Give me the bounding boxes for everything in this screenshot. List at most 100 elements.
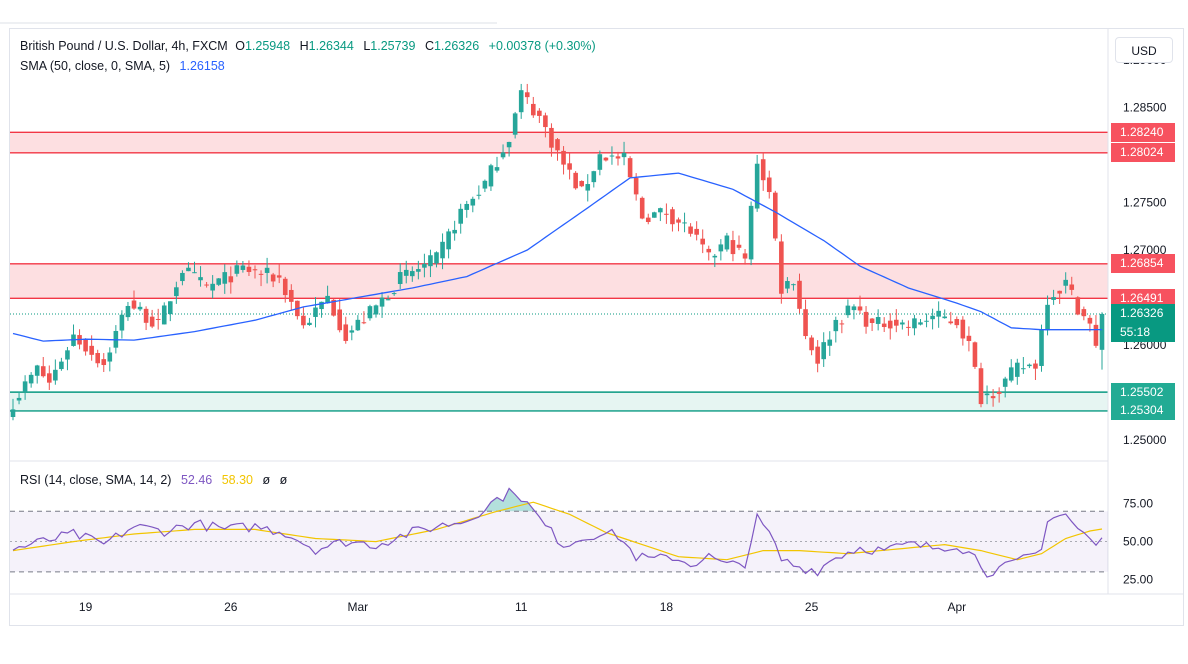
candle-body[interactable] <box>990 396 996 399</box>
candle-body[interactable] <box>1063 279 1068 286</box>
candle-body[interactable] <box>869 318 875 323</box>
candle-body[interactable] <box>894 319 899 326</box>
candle-body[interactable] <box>47 373 52 383</box>
candle-body[interactable] <box>942 316 947 319</box>
candle-body[interactable] <box>718 244 724 252</box>
candle-body[interactable] <box>518 90 524 113</box>
candle-body[interactable] <box>567 163 572 170</box>
candle-body[interactable] <box>615 156 621 159</box>
candle-body[interactable] <box>930 315 935 320</box>
candle-body[interactable] <box>633 178 639 195</box>
candle-body[interactable] <box>1099 313 1105 350</box>
sma-legend[interactable]: SMA (50, close, 0, SMA, 5) 1.26158 <box>20 59 227 73</box>
candle-body[interactable] <box>319 301 324 310</box>
candle-body[interactable] <box>355 319 361 331</box>
candle-body[interactable] <box>863 311 869 327</box>
candle-body[interactable] <box>561 150 566 165</box>
candle-body[interactable] <box>192 272 197 274</box>
candle-body[interactable] <box>706 248 712 253</box>
candle-body[interactable] <box>34 365 40 376</box>
candle-body[interactable] <box>960 319 966 339</box>
candle-body[interactable] <box>924 320 929 322</box>
candle-body[interactable] <box>161 305 167 325</box>
candle-body[interactable] <box>228 276 234 283</box>
candle-body[interactable] <box>736 244 742 248</box>
candle-body[interactable] <box>1093 324 1099 346</box>
candle-body[interactable] <box>827 339 833 346</box>
candle-body[interactable] <box>984 393 990 396</box>
candle-body[interactable] <box>65 350 70 360</box>
candle-body[interactable] <box>887 320 893 329</box>
candle-body[interactable] <box>742 253 748 259</box>
candle-body[interactable] <box>307 322 312 325</box>
candle-body[interactable] <box>512 113 518 135</box>
candle-body[interactable] <box>482 180 488 189</box>
candle-body[interactable] <box>1033 363 1038 369</box>
candle-body[interactable] <box>754 163 760 209</box>
candle-body[interactable] <box>658 208 663 213</box>
candle-body[interactable] <box>168 301 173 315</box>
candle-body[interactable] <box>252 269 258 271</box>
candle-body[interactable] <box>785 281 790 289</box>
candle-body[interactable] <box>488 165 494 187</box>
candle-body[interactable] <box>845 305 851 316</box>
candle-body[interactable] <box>16 397 22 401</box>
candle-body[interactable] <box>815 346 820 364</box>
candle-body[interactable] <box>83 338 88 352</box>
candle-body[interactable] <box>373 305 379 315</box>
candle-body[interactable] <box>270 274 276 282</box>
candle-body[interactable] <box>996 391 1002 394</box>
candle-body[interactable] <box>918 322 923 325</box>
candle-body[interactable] <box>791 284 796 286</box>
candle-body[interactable] <box>524 92 530 98</box>
candle-body[interactable] <box>428 255 433 267</box>
candle-body[interactable] <box>174 287 179 297</box>
candle-body[interactable] <box>621 152 627 158</box>
candle-body[interactable] <box>748 205 754 260</box>
candle-body[interactable] <box>28 374 34 384</box>
candle-body[interactable] <box>458 208 463 224</box>
candle-body[interactable] <box>198 277 203 281</box>
candle-body[interactable] <box>301 315 306 326</box>
candle-body[interactable] <box>609 155 615 157</box>
candle-body[interactable] <box>1027 364 1032 367</box>
candle-body[interactable] <box>343 324 349 341</box>
candle-body[interactable] <box>210 283 215 291</box>
candle-body[interactable] <box>700 238 705 245</box>
candle-body[interactable] <box>688 226 693 234</box>
candle-body[interactable] <box>476 194 482 196</box>
candle-body[interactable] <box>416 269 421 272</box>
candle-body[interactable] <box>313 307 318 317</box>
candle-body[interactable] <box>367 306 373 319</box>
candle-body[interactable] <box>422 263 427 268</box>
candle-body[interactable] <box>555 139 560 151</box>
candle-body[interactable] <box>289 289 294 302</box>
candle-body[interactable] <box>839 323 845 325</box>
candle-body[interactable] <box>881 323 887 328</box>
candle-body[interactable] <box>682 222 687 224</box>
candle-body[interactable] <box>966 335 972 342</box>
candle-body[interactable] <box>1045 304 1050 331</box>
candle-body[interactable] <box>851 306 857 311</box>
candle-body[interactable] <box>22 381 28 393</box>
candle-body[interactable] <box>936 310 941 317</box>
candle-body[interactable] <box>464 203 470 210</box>
candle-body[interactable] <box>89 345 94 355</box>
candle-body[interactable] <box>506 141 512 148</box>
candle-body[interactable] <box>337 309 342 331</box>
candle-body[interactable] <box>434 252 439 264</box>
candle-body[interactable] <box>379 297 385 307</box>
candle-body[interactable] <box>591 171 597 183</box>
candle-body[interactable] <box>900 322 905 325</box>
candle-body[interactable] <box>537 110 542 116</box>
candle-body[interactable] <box>143 308 149 323</box>
candle-body[interactable] <box>1069 284 1075 290</box>
candle-body[interactable] <box>978 368 984 405</box>
candle-body[interactable] <box>766 177 772 193</box>
candle-body[interactable] <box>95 353 100 364</box>
candle-body[interactable] <box>40 366 46 377</box>
candle-body[interactable] <box>912 318 917 329</box>
candle-body[interactable] <box>385 299 391 301</box>
candle-body[interactable] <box>276 275 282 278</box>
candle-body[interactable] <box>391 293 397 295</box>
